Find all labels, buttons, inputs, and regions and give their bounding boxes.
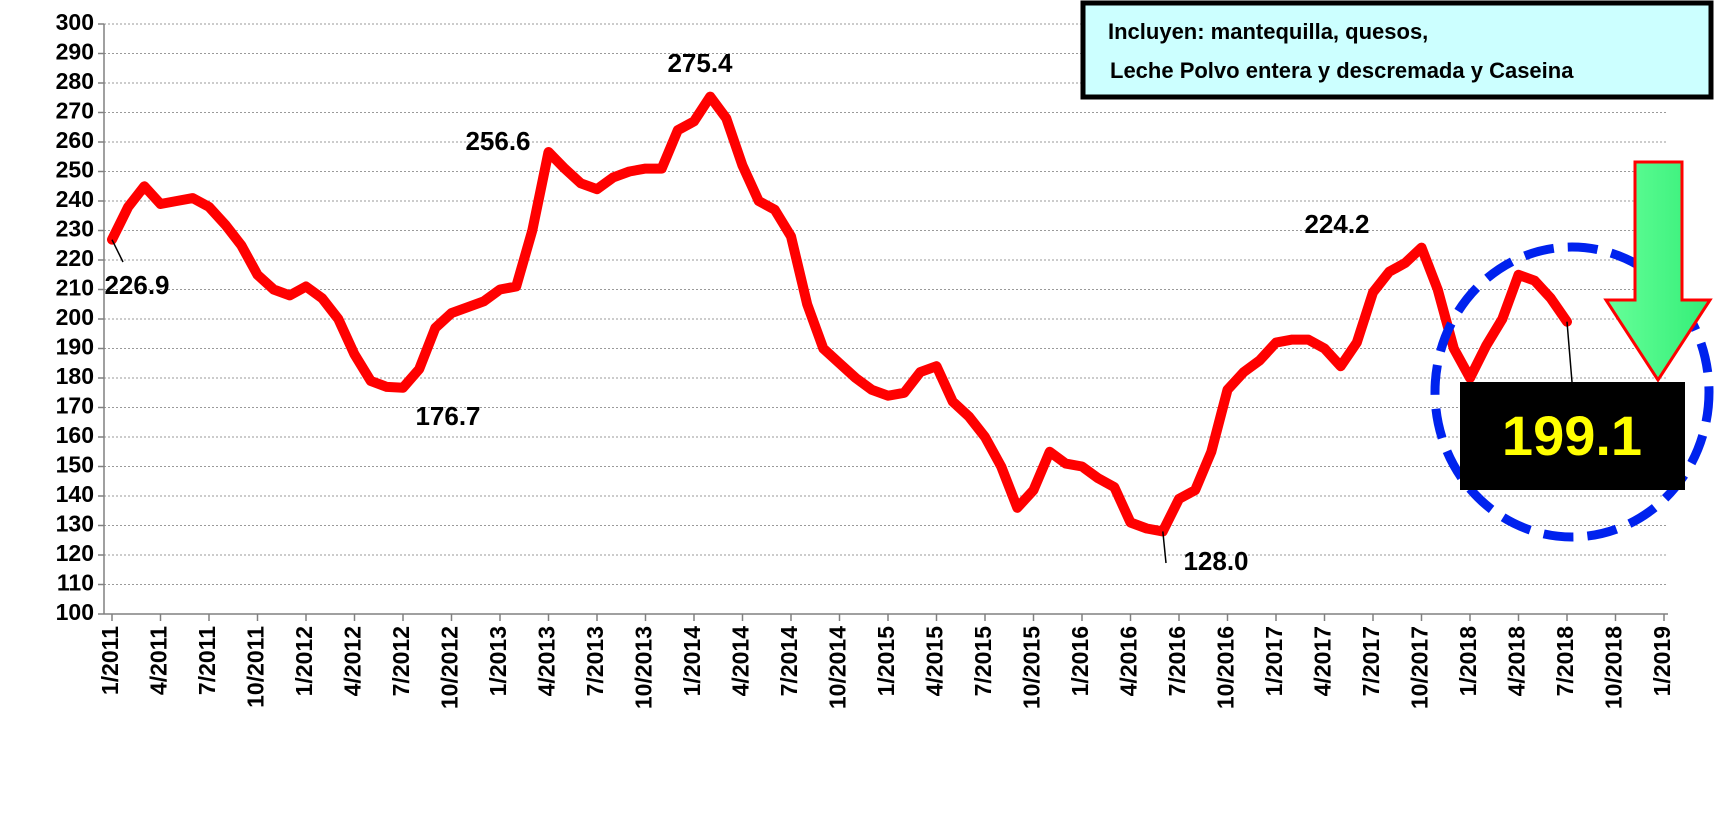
x-tick-label: 10/2016 [1213,626,1239,709]
y-tick-label: 240 [56,186,94,212]
down-arrow [1603,160,1713,383]
y-tick-label: 280 [56,68,94,94]
x-tick-label: 10/2017 [1407,626,1433,709]
y-tick-label: 110 [57,570,94,596]
x-tick-label: 4/2017 [1310,626,1336,696]
x-tick-label: 4/2013 [534,626,560,696]
x-tick-label: 1/2015 [873,626,899,697]
data-line [107,91,1572,537]
x-tick-label: 7/2017 [1358,626,1384,696]
leader-line [111,239,124,263]
x-tick-label: 10/2015 [1019,626,1045,709]
y-tick-label: 230 [56,216,94,242]
y-tick-label: 130 [56,511,94,537]
x-tick-label: 10/2018 [1601,626,1627,709]
value-box [1460,382,1685,490]
x-tick-label: 4/2011 [146,626,172,695]
y-tick-label: 200 [56,304,94,330]
x-tick-label: 1/2011 [97,626,123,695]
x-tick-label: 4/2016 [1116,626,1142,696]
x-tick-label: 10/2012 [437,626,463,709]
x-tick-label: 4/2018 [1504,626,1530,697]
data-label: 199.1 [1502,404,1642,467]
y-tick-label: 260 [56,127,94,153]
plot [107,91,1573,564]
x-tick-label: 1/2014 [679,626,705,697]
highlight-ellipse [1430,242,1714,542]
y-tick-label: 100 [56,599,94,625]
x-tick-label: 1/2017 [1261,626,1287,696]
note-box: Incluyen: mantequilla, quesos, Leche Pol… [1080,0,1714,100]
x-tick-label: 10/2014 [825,626,851,709]
data-label: 176.7 [415,401,480,431]
y-tick-label: 290 [56,39,94,65]
x-tick-label: 4/2015 [922,626,948,697]
grid: 100 110 120 130 140 150 160 170 180 190 200 210 220 2… [56,9,1675,709]
y-tick-label: 150 [56,452,94,478]
y-tick-label: 140 [56,481,94,507]
y-tick-label: 120 [56,540,94,566]
x-tick-label: 1/2013 [485,626,511,696]
data-label: 275.4 [667,48,733,78]
data-label: 256.6 [465,126,530,156]
x-tick-label: 1/2012 [291,626,317,696]
x-tick-label: 7/2014 [776,626,802,697]
x-tick-label: 10/2013 [631,626,657,709]
x-tick-label: 1/2016 [1067,626,1093,696]
y-tick-label: 190 [56,334,94,360]
x-tick-label: 7/2015 [970,626,996,697]
y-tick-label: 210 [56,275,94,301]
x-tick-label: 7/2012 [388,626,414,696]
leader-line [1566,321,1573,383]
x-tick-label: 4/2014 [728,626,754,697]
x-tick-label: 1/2018 [1455,626,1481,697]
y-tick-label: 220 [56,245,94,271]
x-tick-label: 7/2013 [582,626,608,696]
x-tick-label: 7/2018 [1552,626,1578,697]
x-tick-label: 1/2019 [1649,626,1675,696]
leader-line [1162,531,1167,564]
y-tick-label: 270 [56,98,94,124]
y-tick-label: 250 [56,157,94,183]
y-tick-label: 300 [56,9,94,35]
x-tick-label: 7/2016 [1164,626,1190,696]
x-tick-label: 10/2011 [243,626,269,708]
data-label: 128.0 [1183,546,1248,576]
x-tick-label: 4/2012 [340,626,366,696]
y-tick-label: 160 [56,422,94,448]
y-tick-label: 170 [56,393,94,419]
x-tick-label: 7/2011 [194,626,220,695]
note-line: Leche Polvo entera y descremada y Casein… [1110,58,1574,83]
data-label: 226.9 [104,270,169,300]
data-label: 224.2 [1304,209,1369,239]
note-frame [1080,0,1714,100]
note-line: Incluyen: mantequilla, quesos, [1108,19,1428,44]
y-tick-label: 180 [56,363,94,389]
decorations [1430,160,1714,542]
